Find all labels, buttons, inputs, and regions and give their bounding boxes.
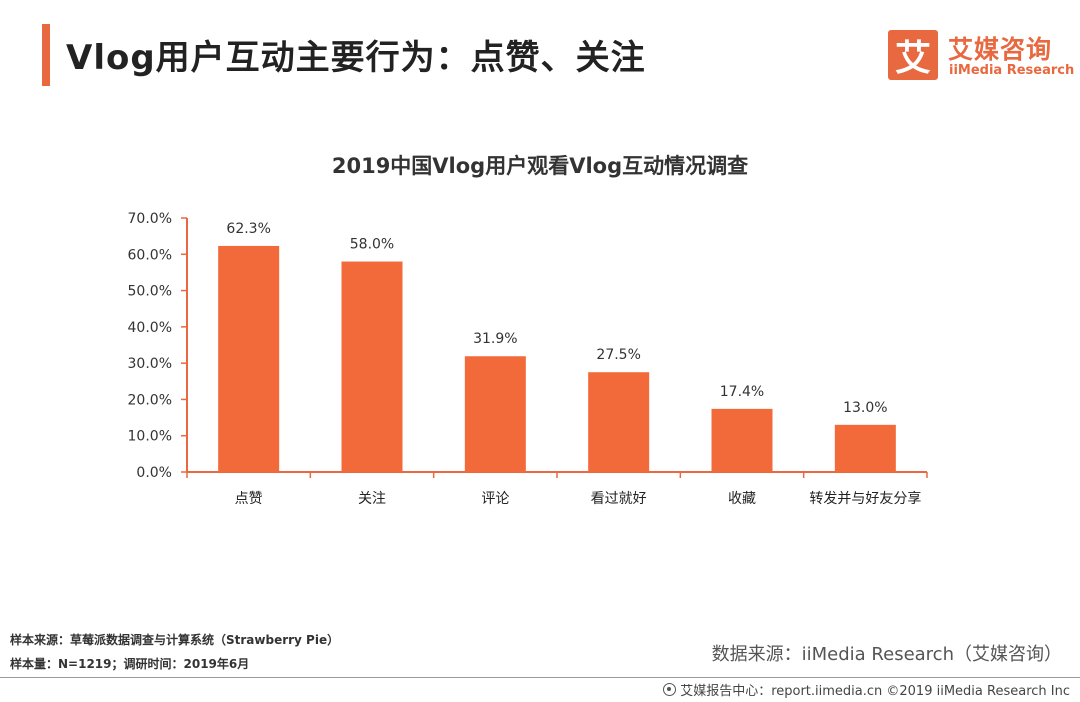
chart-title: 2019中国Vlog用户观看Vlog互动情况调查 (331, 154, 749, 178)
data-label: 13.0% (843, 400, 887, 416)
y-tick-label: 70.0% (128, 211, 172, 227)
y-tick-label: 0.0% (136, 465, 172, 481)
y-tick-label: 50.0% (128, 284, 172, 300)
x-tick-label: 关注 (358, 491, 386, 507)
data-label: 31.9% (473, 331, 517, 347)
globe-icon (663, 683, 677, 696)
iimedia-logo: 艾 艾媒咨询 iiMedia Research (888, 30, 1074, 82)
y-tick-label: 40.0% (128, 320, 172, 336)
sample-source-note: 样本来源：草莓派数据调查与计算系统（Strawberry Pie） (10, 633, 340, 647)
page-title: Vlog用户互动主要行为：点赞、关注 (66, 38, 646, 78)
bar-chart: 0.0% 10.0% 20.0% 30.0% 40.0% 50.0% 60.0% 70.0% 6… (128, 211, 928, 507)
bar (711, 408, 773, 472)
y-tick-label: 20.0% (128, 392, 172, 408)
bar (218, 245, 280, 472)
y-tick-label: 30.0% (128, 356, 172, 372)
logo-english-name: iiMedia Research (949, 63, 1075, 78)
data-label: 58.0% (350, 237, 394, 253)
data-label: 62.3% (226, 221, 270, 237)
footer-divider (0, 677, 1080, 678)
bar (588, 372, 650, 472)
report-credit: 艾媒报告中心：report.iimedia.cn ©2019 iiMedia R… (663, 680, 1070, 699)
x-tick-label: 看过就好 (591, 491, 647, 507)
data-label: 27.5% (596, 347, 640, 363)
x-tick-label: 点赞 (235, 491, 263, 507)
x-tick-label: 评论 (481, 491, 509, 507)
bar (341, 261, 403, 472)
logo-mark: 艾 (888, 30, 938, 80)
x-tick-label: 转发并与好友分享 (809, 490, 921, 507)
credit-text: 艾媒报告中心：report.iimedia.cn ©2019 iiMedia R… (680, 684, 1070, 699)
title-accent-bar (42, 24, 50, 86)
x-tick-label: 收藏 (728, 491, 756, 507)
sample-size-note: 样本量：N=1219；调研时间：2019年6月 (10, 657, 250, 671)
logo-chinese-name: 艾媒咨询 (948, 35, 1053, 64)
data-source: 数据来源：iiMedia Research（艾媒咨询） (711, 644, 1062, 665)
y-tick-label: 60.0% (128, 247, 172, 263)
y-tick-label: 10.0% (128, 429, 172, 445)
bar (464, 356, 526, 472)
data-label: 17.4% (720, 384, 764, 400)
bar (834, 424, 896, 472)
